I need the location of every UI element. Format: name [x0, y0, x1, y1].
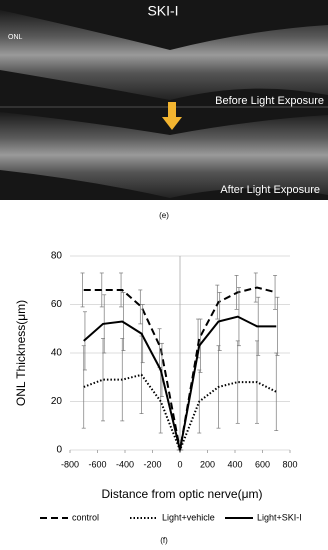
after-label: After Light Exposure [220, 184, 320, 196]
caption: (e) [159, 211, 169, 220]
x-tick-label: 200 [200, 459, 215, 469]
legend-label: Light+SKI-I [257, 512, 302, 522]
x-tick-label: -800 [61, 459, 79, 469]
caption: (f) [160, 536, 168, 545]
x-tick-label: 600 [255, 459, 270, 469]
x-axis-label: Distance from optic nerve(μm) [102, 487, 263, 501]
layer-label: ONL [8, 34, 23, 41]
x-tick-label: 800 [282, 459, 297, 469]
legend-label: Light+vehicle [162, 512, 215, 522]
x-tick-label: -200 [143, 459, 161, 469]
x-tick-label: 400 [227, 459, 242, 469]
oct-image [0, 0, 328, 200]
y-tick-label: 0 [56, 445, 62, 456]
series-line [83, 315, 277, 451]
y-tick-label: 80 [51, 251, 63, 262]
before-label: Before Light Exposure [215, 95, 324, 107]
y-tick-label: 20 [51, 396, 63, 407]
x-tick-label: -600 [88, 459, 106, 469]
legend-label: control [72, 512, 99, 522]
y-tick-label: 40 [51, 348, 63, 359]
x-tick-label: -400 [116, 459, 134, 469]
image-title: SKI-I [147, 3, 178, 19]
y-axis-label: ONL Thickness(μm) [14, 300, 28, 406]
x-tick-label: 0 [177, 459, 182, 469]
y-tick-label: 60 [51, 299, 63, 310]
